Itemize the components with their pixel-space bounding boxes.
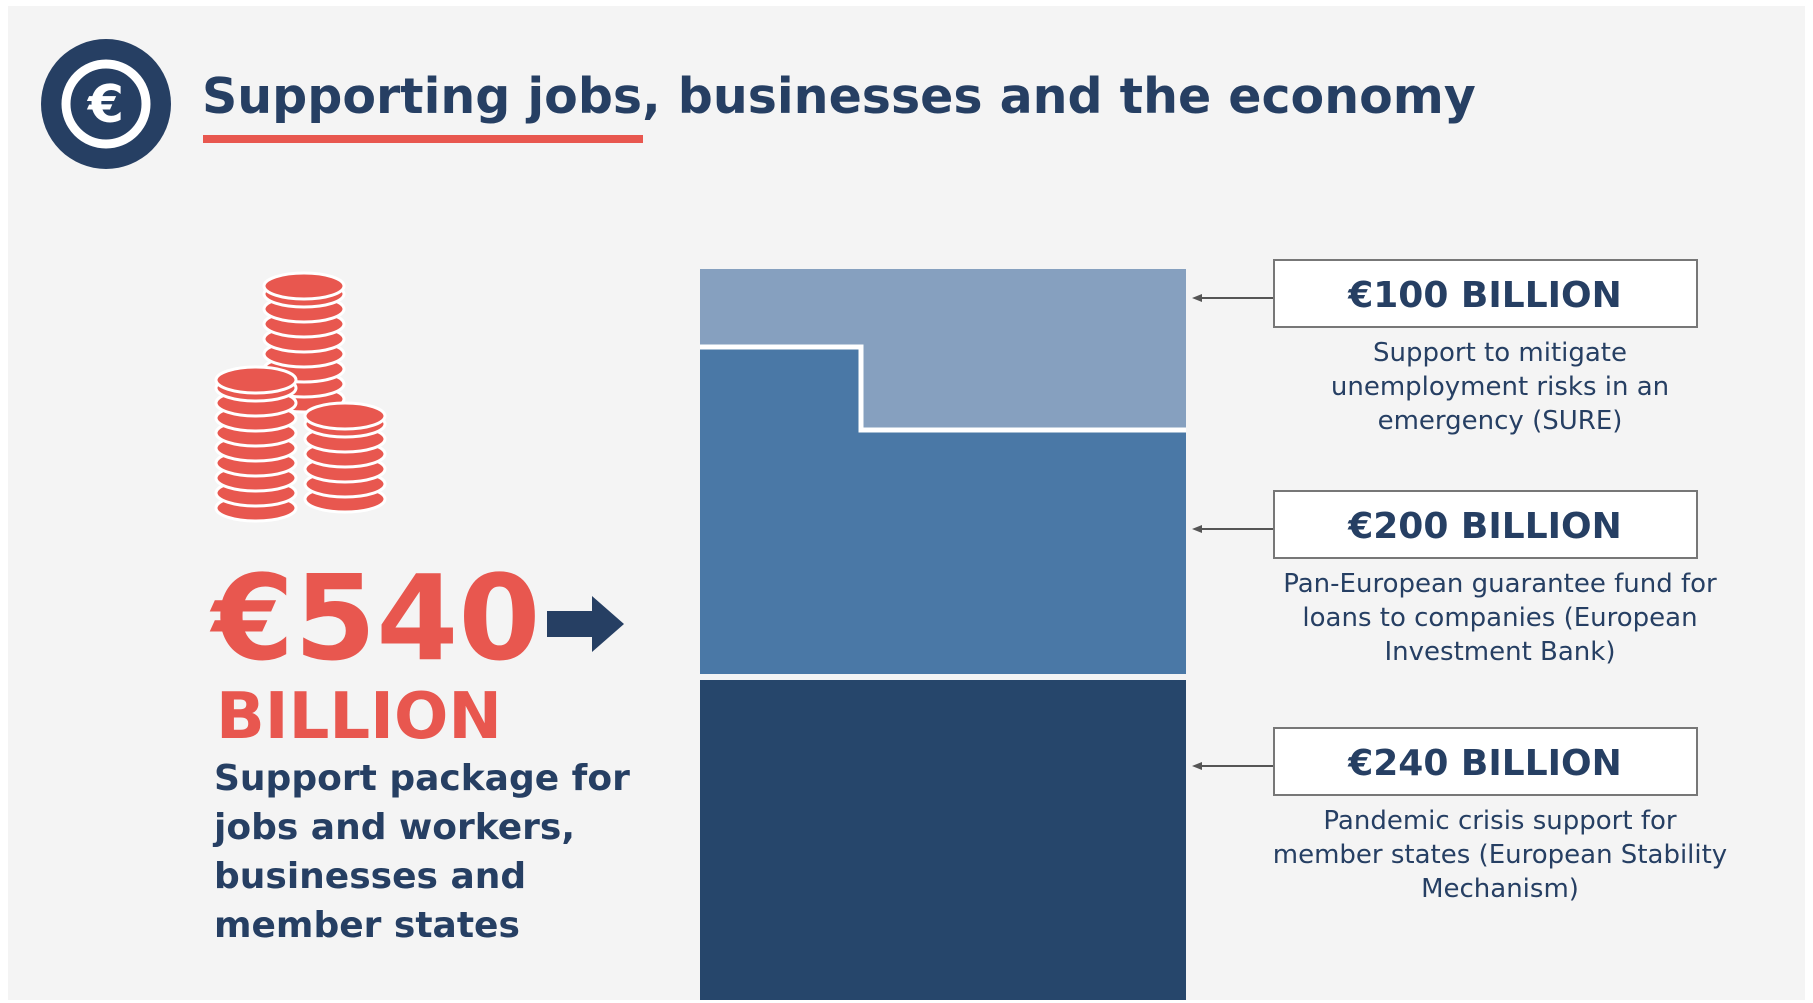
- leader-arrowhead: [1192, 294, 1202, 302]
- block-bottom: [700, 680, 1186, 1000]
- coin-top: [303, 401, 387, 431]
- total-amount: €540: [209, 549, 540, 687]
- component-amount: €200 BILLION: [1347, 506, 1622, 547]
- component-description: member states (European Stability: [1273, 840, 1727, 870]
- component-description: loans to companies (European: [1302, 603, 1697, 633]
- summary-line: jobs and workers,: [212, 807, 575, 848]
- arrow: [547, 596, 624, 652]
- components: €100 BILLION Support to mitigate unemploym…: [1192, 259, 1727, 904]
- component-description: Investment Bank): [1385, 637, 1616, 667]
- amount-box: [1273, 259, 1698, 328]
- component-amount: €240 BILLION: [1347, 743, 1622, 784]
- amount-box: [1273, 727, 1698, 796]
- component-description: emergency (SURE): [1378, 406, 1623, 436]
- coins-icon: [214, 271, 387, 523]
- summary-line: businesses and: [214, 856, 526, 897]
- leader-arrowhead: [1192, 762, 1202, 770]
- coin-top: [214, 365, 298, 395]
- leader-arrowhead: [1192, 525, 1202, 533]
- block-middle: [700, 347, 1186, 674]
- euro-icon: €: [41, 39, 171, 169]
- block-divider: [700, 344, 1186, 433]
- component-amount: €100 BILLION: [1347, 275, 1622, 316]
- component-description: Pan-European guarantee fund for: [1283, 569, 1717, 599]
- title-underline: [203, 135, 643, 143]
- component-description: Pandemic crisis support for: [1323, 806, 1676, 836]
- summary-line: member states: [214, 905, 520, 946]
- component-description: Mechanism): [1421, 874, 1579, 904]
- component-description: Support to mitigate: [1373, 338, 1627, 368]
- amount-box: [1273, 490, 1698, 559]
- svg-text:€: €: [87, 75, 124, 135]
- summary-line: Support package for: [214, 758, 630, 799]
- title: Supporting jobs, businesses and the econ…: [202, 68, 1476, 125]
- coin-top: [262, 271, 346, 301]
- total-unit: BILLION: [216, 680, 502, 754]
- component-description: unemployment risks in an: [1331, 372, 1669, 402]
- summary-description: Support package for jobs and workers, busi…: [212, 758, 630, 946]
